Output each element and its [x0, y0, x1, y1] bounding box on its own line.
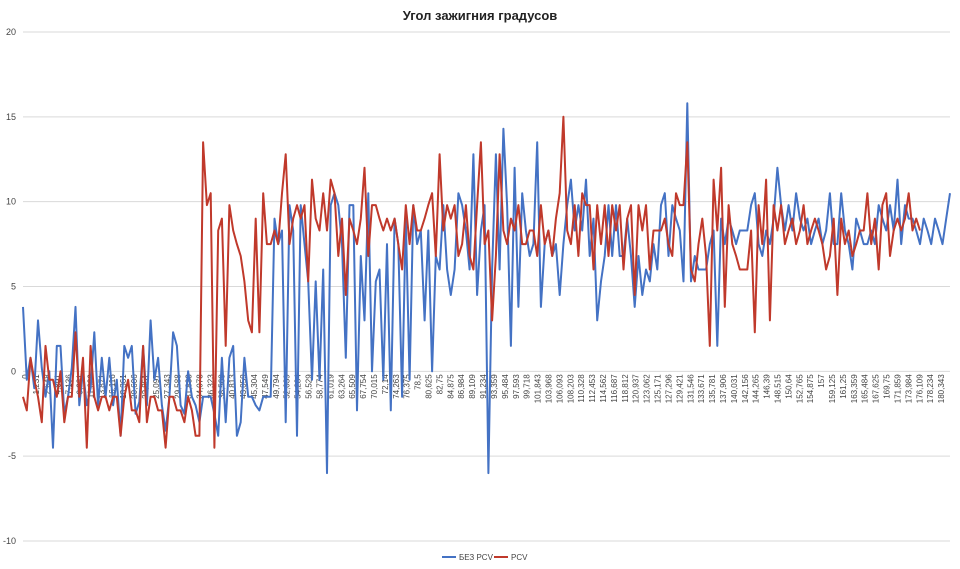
x-tick-label: 84,875: [446, 374, 455, 399]
x-tick-label: 49,794: [272, 374, 281, 399]
x-tick-label: 120,937: [632, 374, 641, 403]
y-tick-label: 20: [6, 27, 16, 37]
x-tick-label: 167,625: [872, 374, 881, 403]
x-tick-label: 123,062: [643, 374, 652, 403]
x-tick-label: 1,231: [32, 374, 41, 395]
y-tick-label: 0: [11, 366, 16, 376]
x-tick-label: 31,833: [185, 374, 194, 399]
x-tick-label: 178,234: [926, 374, 935, 403]
x-tick-label: 129,421: [675, 374, 684, 403]
x-tick-label: 118,812: [621, 374, 630, 403]
x-tick-label: 58,774: [315, 374, 324, 399]
series-line-bez-pcv: [22, 102, 951, 475]
x-tick-label: 99,718: [523, 374, 532, 399]
x-tick-label: 142,156: [741, 374, 750, 403]
y-tick-label: 5: [11, 282, 16, 292]
x-tick-label: 152,765: [795, 374, 804, 403]
x-tick-label: 80,625: [425, 374, 434, 399]
x-tick-label: 180,343: [937, 374, 946, 403]
x-tick-label: 18,361: [119, 374, 128, 399]
x-tick-label: 13,871: [97, 374, 106, 399]
x-tick-label: 169,75: [883, 374, 892, 399]
x-tick-label: 116,687: [610, 374, 619, 403]
x-tick-label: 114,562: [599, 374, 608, 403]
x-tick-label: 47,549: [261, 374, 270, 399]
x-tick-label: 165,484: [861, 374, 870, 403]
x-tick-label: 173,984: [904, 374, 913, 403]
y-tick-label: -5: [8, 451, 16, 461]
x-tick-label: 140,031: [730, 374, 739, 403]
x-tick-label: 93,359: [490, 374, 499, 399]
y-tick-label: 15: [6, 112, 16, 122]
y-tick-label: -10: [3, 536, 16, 546]
series-lines: [22, 102, 951, 475]
x-tick-label: 112,453: [588, 374, 597, 403]
x-tick-label: 56,529: [305, 374, 314, 399]
x-tick-label: 103,968: [544, 374, 553, 403]
y-tick-label: 10: [6, 197, 16, 207]
x-tick-label: 137,906: [719, 374, 728, 403]
x-tick-label: 146,39: [763, 374, 772, 399]
x-tick-label: 29,588: [174, 374, 183, 399]
x-tick-label: 108,203: [566, 374, 575, 403]
x-tick-label: 144,265: [752, 374, 761, 403]
x-tick-label: 27,343: [163, 374, 172, 399]
x-tick-label: 101,843: [534, 374, 543, 403]
x-tick-label: 74,263: [392, 374, 401, 399]
x-tick-label: 91,234: [479, 374, 488, 399]
x-tick-label: 63,264: [337, 374, 346, 399]
x-tick-label: 161,25: [839, 374, 848, 399]
x-tick-label: 67,754: [359, 374, 368, 399]
legend-label-bez-pcv: БЕЗ PCV: [459, 553, 494, 562]
x-tick-label: 163,359: [850, 374, 859, 403]
x-tick-label: 106,093: [555, 374, 564, 403]
chart-title: Угол зажигния градусов: [403, 8, 558, 23]
x-tick-label: 76,375: [403, 374, 412, 399]
legend-label-pcv: PCV: [511, 553, 528, 562]
series-line-pcv: [22, 115, 921, 449]
x-tick-label: 86,984: [457, 374, 466, 399]
y-axis-ticks: -10 -5 0 5 10 15 20: [3, 27, 16, 546]
x-tick-label: 78,5: [414, 374, 423, 390]
x-tick-label: 127,296: [664, 374, 673, 403]
x-tick-label: 61,019: [326, 374, 335, 399]
x-tick-label: 133,671: [697, 374, 706, 403]
x-tick-label: 148,515: [774, 374, 783, 403]
x-tick-label: 36,323: [206, 374, 215, 399]
x-tick-label: 40,813: [228, 374, 237, 399]
x-tick-label: 16,116: [108, 374, 117, 398]
x-tick-label: 125,171: [654, 374, 663, 403]
x-tick-label: 65,509: [348, 374, 357, 399]
x-tick-label: 131,546: [686, 374, 695, 403]
x-tick-label: 97,593: [512, 374, 521, 399]
x-tick-label: 157: [817, 374, 826, 388]
x-tick-label: 38,568: [217, 374, 226, 399]
x-tick-label: 135,781: [708, 374, 717, 403]
legend: БЕЗ PCV PCV: [442, 553, 528, 562]
x-tick-label: 159,125: [828, 374, 837, 403]
x-tick-label: 72,14: [381, 374, 390, 395]
x-tick-label: 0: [21, 374, 30, 379]
x-tick-label: 70,015: [370, 374, 379, 399]
x-tick-label: 176,109: [915, 374, 924, 403]
x-tick-label: 89,109: [468, 374, 477, 399]
x-tick-label: 150,64: [784, 374, 793, 399]
x-tick-label: 154,875: [806, 374, 815, 403]
x-tick-label: 95,484: [501, 374, 510, 399]
x-tick-label: 171,859: [893, 374, 902, 403]
x-tick-label: 45,304: [250, 374, 259, 399]
x-tick-label: 82,75: [435, 374, 444, 395]
x-tick-label: 110,328: [577, 374, 586, 403]
x-tick-label: 25,097: [152, 374, 161, 399]
